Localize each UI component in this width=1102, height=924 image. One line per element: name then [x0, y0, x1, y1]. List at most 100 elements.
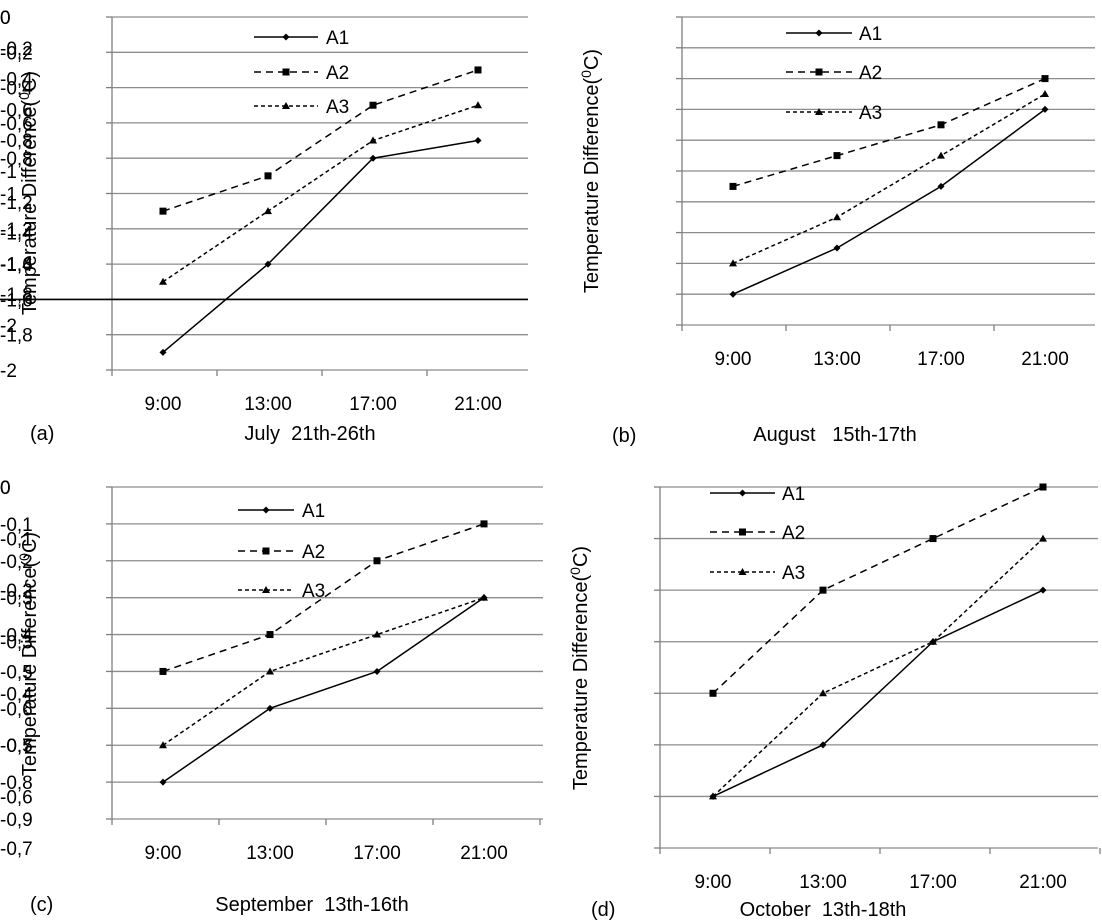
series-line-a2: [732, 77, 1046, 188]
point-a2: [729, 182, 737, 190]
series-line-a3: [162, 104, 479, 283]
point-a2: [1039, 483, 1047, 491]
y-tick-label: -0,3: [0, 633, 33, 654]
legend-label-a3: A3: [782, 563, 805, 584]
y-axis-label: Temperature Difference(0C): [16, 71, 41, 315]
point-a3: [1041, 90, 1049, 97]
legend-marker-a1: [282, 33, 290, 41]
y-tick-label: -1,2: [0, 193, 33, 214]
point-a1: [833, 244, 841, 252]
point-a2: [159, 667, 167, 675]
y-tick-label: -0,2: [0, 581, 33, 602]
y-tick-label: 0: [0, 8, 11, 29]
point-a1: [1041, 105, 1049, 113]
legend-marker-a1: [739, 489, 746, 497]
y-tick-label: -1,4: [0, 255, 33, 276]
y-tick-label: -0,4: [0, 684, 33, 705]
y-tick-label: 0: [0, 478, 11, 499]
y-tick-label: -1,6: [0, 254, 33, 275]
y-tick-label: -1,8: [0, 285, 33, 306]
y-tick-label: 0: [0, 478, 11, 499]
point-a3: [709, 792, 717, 800]
y-tick-label: -0,5: [0, 736, 33, 757]
legend-label-a2: A2: [782, 523, 805, 544]
point-a3: [833, 213, 841, 221]
y-tick-label: -0,6: [0, 787, 33, 808]
x-axis-label: August 15th-17th: [753, 424, 916, 446]
x-tick-label: 13:00: [813, 349, 861, 370]
y-axis-label: Temperature Difference(0C): [567, 546, 592, 790]
legend-marker-a3: [738, 568, 747, 575]
point-a1: [819, 741, 827, 749]
legend-marker-a2: [739, 528, 746, 536]
legend-marker-a1: [262, 506, 270, 514]
x-tick-label: 17:00: [353, 843, 401, 864]
y-tick-label: -1,4: [0, 224, 33, 245]
x-axis-label: July 21th-26th: [244, 423, 375, 445]
point-a1: [1039, 586, 1047, 594]
series-line-a3: [712, 538, 1044, 797]
point-a2: [1041, 75, 1049, 83]
point-a2: [266, 631, 274, 639]
series-line-a2: [162, 69, 479, 212]
point-a3: [474, 101, 482, 109]
point-a3: [1039, 534, 1047, 542]
y-tick-label: 0: [0, 8, 11, 29]
x-tick-label: 13:00: [244, 394, 292, 415]
point-a2: [833, 152, 841, 160]
legend-label-a3: A3: [859, 103, 882, 124]
legend-marker-a1: [815, 29, 823, 37]
panel-label: (c): [30, 894, 53, 916]
point-a1: [159, 348, 167, 356]
x-tick-label: 21:00: [454, 394, 502, 415]
y-tick-label: -0,4: [0, 79, 33, 100]
chart-panel-b: 0-0,2-0,4-0,6-0,8-1-1,2-1,4-1,6-1,8-29:0…: [0, 8, 1095, 447]
x-tick-label: 13:00: [799, 872, 847, 893]
point-a1: [264, 260, 272, 268]
point-a3: [937, 151, 945, 159]
x-tick-label: 9:00: [715, 349, 752, 370]
y-tick-label: -0,6: [0, 114, 33, 135]
point-a3: [729, 259, 737, 267]
legend-label-a1: A1: [782, 484, 805, 505]
y-tick-label: -0,1: [0, 515, 33, 536]
point-a1: [373, 667, 381, 675]
point-a3: [264, 207, 272, 215]
series-line-a1: [162, 139, 479, 353]
point-a1: [266, 704, 274, 712]
point-a2: [929, 535, 937, 543]
legend-marker-a3: [815, 108, 823, 115]
x-tick-label: 13:00: [246, 843, 294, 864]
panel-label: (b): [612, 425, 636, 447]
point-a2: [480, 520, 488, 528]
point-a2: [264, 172, 272, 180]
y-tick-label: -0,1: [0, 530, 33, 551]
legend-marker-a2: [282, 68, 290, 76]
series-line-a1: [732, 108, 1046, 295]
y-tick-label: -0,2: [0, 39, 33, 60]
point-a2: [937, 121, 945, 129]
y-tick-label: -1: [0, 185, 17, 206]
point-a1: [159, 778, 167, 786]
x-axis-label: October 13th-18th: [740, 899, 907, 921]
point-a3: [819, 689, 827, 697]
y-tick-label: -0,8: [0, 149, 33, 170]
x-tick-label: 17:00: [909, 872, 957, 893]
y-tick-label: -0,6: [0, 100, 33, 121]
x-tick-label: 21:00: [460, 843, 508, 864]
y-tick-label: -0,4: [0, 70, 33, 91]
point-a2: [474, 66, 482, 74]
point-a2: [819, 586, 827, 594]
point-a1: [474, 137, 482, 145]
x-tick-label: 21:00: [1019, 872, 1067, 893]
y-tick-label: -1,6: [0, 290, 33, 311]
point-a1: [369, 154, 377, 162]
legend-label-a2: A2: [859, 63, 882, 84]
y-tick-label: -1: [0, 162, 17, 183]
point-a2: [159, 207, 167, 215]
series-line-a1: [712, 589, 1044, 798]
x-axis-label: September 13th-16th: [215, 894, 408, 916]
point-a3: [159, 741, 167, 749]
legend-label-a2: A2: [302, 542, 325, 563]
legend-marker-a2: [815, 68, 823, 76]
